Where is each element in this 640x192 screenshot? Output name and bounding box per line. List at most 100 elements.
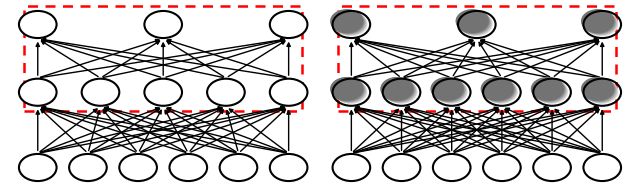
Ellipse shape bbox=[431, 78, 465, 101]
Ellipse shape bbox=[531, 77, 564, 101]
Ellipse shape bbox=[483, 79, 516, 103]
Ellipse shape bbox=[584, 79, 617, 103]
Ellipse shape bbox=[583, 11, 616, 35]
Ellipse shape bbox=[581, 9, 614, 33]
Ellipse shape bbox=[582, 78, 615, 101]
Ellipse shape bbox=[333, 11, 366, 35]
Ellipse shape bbox=[533, 154, 571, 181]
Ellipse shape bbox=[456, 10, 490, 34]
Ellipse shape bbox=[433, 78, 465, 102]
Ellipse shape bbox=[334, 12, 367, 36]
Ellipse shape bbox=[585, 12, 618, 36]
Ellipse shape bbox=[582, 10, 615, 34]
Ellipse shape bbox=[381, 78, 415, 102]
Ellipse shape bbox=[270, 79, 307, 106]
Ellipse shape bbox=[332, 78, 365, 102]
Ellipse shape bbox=[433, 79, 467, 103]
Ellipse shape bbox=[381, 78, 414, 101]
Ellipse shape bbox=[380, 77, 413, 101]
Ellipse shape bbox=[381, 77, 414, 101]
Ellipse shape bbox=[459, 12, 492, 35]
Ellipse shape bbox=[332, 10, 365, 34]
Bar bbox=[337, 6, 616, 111]
Ellipse shape bbox=[382, 78, 415, 102]
Ellipse shape bbox=[582, 78, 616, 102]
Ellipse shape bbox=[333, 12, 367, 35]
Ellipse shape bbox=[145, 11, 182, 38]
Ellipse shape bbox=[584, 154, 621, 181]
Ellipse shape bbox=[584, 79, 618, 103]
Ellipse shape bbox=[585, 80, 618, 104]
Ellipse shape bbox=[582, 10, 614, 33]
Ellipse shape bbox=[583, 11, 616, 34]
Ellipse shape bbox=[19, 11, 56, 38]
Ellipse shape bbox=[434, 79, 467, 103]
Ellipse shape bbox=[460, 12, 493, 36]
Ellipse shape bbox=[484, 80, 518, 103]
Ellipse shape bbox=[585, 12, 618, 36]
Ellipse shape bbox=[383, 154, 420, 181]
Ellipse shape bbox=[481, 78, 515, 101]
Ellipse shape bbox=[532, 78, 565, 102]
Ellipse shape bbox=[330, 9, 364, 33]
Ellipse shape bbox=[119, 154, 157, 181]
Ellipse shape bbox=[458, 11, 490, 34]
Ellipse shape bbox=[433, 154, 470, 181]
Ellipse shape bbox=[483, 79, 516, 103]
Ellipse shape bbox=[534, 79, 567, 103]
Ellipse shape bbox=[435, 80, 468, 104]
Ellipse shape bbox=[582, 77, 614, 101]
Ellipse shape bbox=[483, 78, 516, 102]
Ellipse shape bbox=[531, 77, 564, 101]
Ellipse shape bbox=[334, 12, 367, 36]
Bar bbox=[24, 6, 303, 111]
Ellipse shape bbox=[207, 79, 244, 106]
Ellipse shape bbox=[460, 12, 492, 36]
Ellipse shape bbox=[584, 12, 618, 35]
Ellipse shape bbox=[330, 77, 364, 101]
Ellipse shape bbox=[383, 79, 416, 103]
Ellipse shape bbox=[484, 79, 517, 103]
Ellipse shape bbox=[581, 77, 614, 101]
Ellipse shape bbox=[533, 79, 566, 103]
Ellipse shape bbox=[333, 154, 370, 181]
Ellipse shape bbox=[383, 79, 416, 103]
Ellipse shape bbox=[334, 80, 367, 104]
Ellipse shape bbox=[433, 79, 466, 103]
Ellipse shape bbox=[583, 79, 616, 103]
Ellipse shape bbox=[333, 79, 367, 103]
Ellipse shape bbox=[456, 10, 489, 33]
Ellipse shape bbox=[434, 80, 467, 103]
Ellipse shape bbox=[583, 78, 616, 102]
Ellipse shape bbox=[483, 154, 521, 181]
Ellipse shape bbox=[534, 80, 568, 103]
Ellipse shape bbox=[432, 78, 465, 102]
Ellipse shape bbox=[584, 11, 617, 35]
Ellipse shape bbox=[19, 154, 56, 181]
Ellipse shape bbox=[384, 80, 417, 103]
Ellipse shape bbox=[331, 77, 364, 101]
Ellipse shape bbox=[534, 79, 567, 103]
Ellipse shape bbox=[431, 77, 463, 101]
Ellipse shape bbox=[69, 154, 107, 181]
Ellipse shape bbox=[333, 79, 366, 103]
Ellipse shape bbox=[458, 11, 491, 35]
Ellipse shape bbox=[582, 10, 616, 34]
Ellipse shape bbox=[383, 79, 417, 103]
Ellipse shape bbox=[535, 80, 568, 104]
Ellipse shape bbox=[332, 11, 365, 35]
Ellipse shape bbox=[457, 10, 490, 34]
Ellipse shape bbox=[270, 11, 307, 38]
Ellipse shape bbox=[385, 80, 418, 104]
Ellipse shape bbox=[331, 10, 364, 34]
Ellipse shape bbox=[82, 79, 119, 106]
Ellipse shape bbox=[532, 78, 566, 102]
Ellipse shape bbox=[481, 77, 514, 101]
Ellipse shape bbox=[482, 78, 515, 102]
Ellipse shape bbox=[431, 77, 464, 101]
Ellipse shape bbox=[270, 154, 307, 181]
Ellipse shape bbox=[332, 79, 365, 103]
Ellipse shape bbox=[19, 79, 56, 106]
Ellipse shape bbox=[532, 78, 565, 101]
Ellipse shape bbox=[456, 9, 489, 33]
